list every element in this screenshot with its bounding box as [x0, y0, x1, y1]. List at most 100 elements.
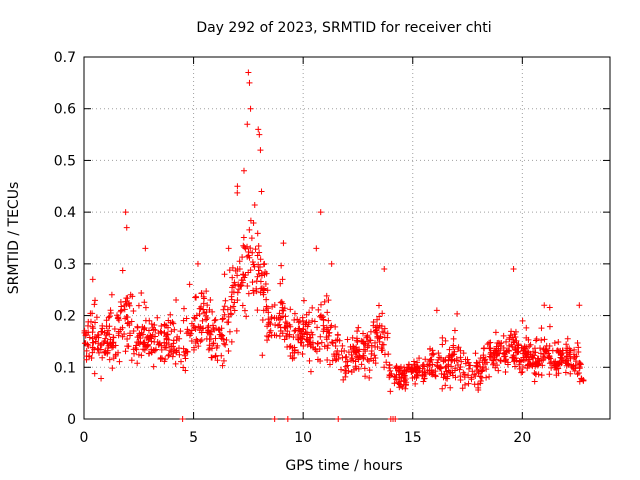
- data-point: [106, 323, 113, 330]
- data-point: [435, 350, 442, 357]
- data-point: [462, 356, 469, 363]
- data-point: [364, 356, 371, 363]
- data-point: [549, 347, 556, 354]
- data-point: [537, 350, 544, 357]
- data-point: [82, 340, 89, 347]
- data-point: [466, 365, 473, 372]
- data-point: [247, 105, 254, 112]
- data-point: [121, 306, 128, 313]
- data-point: [419, 371, 426, 378]
- data-point: [118, 307, 125, 314]
- data-point: [395, 379, 402, 386]
- data-point: [454, 310, 461, 317]
- data-point: [220, 357, 227, 364]
- data-point: [200, 325, 207, 332]
- data-point: [142, 304, 149, 311]
- data-point: [245, 290, 252, 297]
- data-point: [134, 323, 141, 330]
- data-point: [442, 382, 449, 389]
- data-point: [87, 318, 94, 325]
- data-point: [343, 353, 350, 360]
- data-point: [165, 352, 172, 359]
- data-point: [234, 272, 241, 279]
- data-point: [207, 297, 214, 304]
- data-point: [279, 313, 286, 320]
- data-point: [428, 356, 435, 363]
- data-point: [393, 363, 400, 370]
- data-point: [206, 342, 213, 349]
- data-point: [271, 332, 278, 339]
- data-point: [393, 371, 400, 378]
- data-point: [271, 416, 278, 422]
- data-point: [169, 353, 176, 360]
- data-point: [281, 336, 288, 343]
- data-point: [130, 308, 137, 315]
- data-point: [516, 365, 523, 372]
- data-point: [385, 351, 392, 358]
- data-point: [308, 329, 315, 336]
- data-point: [541, 336, 548, 343]
- data-point: [556, 360, 563, 367]
- data-point: [456, 366, 463, 373]
- data-point: [277, 280, 284, 287]
- data-point: [355, 365, 362, 372]
- data-point: [276, 321, 283, 328]
- data-point: [191, 324, 198, 331]
- data-point: [318, 314, 325, 321]
- data-point: [512, 333, 519, 340]
- data-point: [313, 245, 320, 252]
- data-point: [277, 327, 284, 334]
- data-point: [197, 338, 204, 345]
- data-point: [162, 356, 169, 363]
- data-point: [126, 332, 133, 339]
- data-point: [243, 313, 250, 320]
- data-point: [314, 356, 321, 363]
- data-point: [531, 352, 538, 359]
- data-point: [563, 341, 570, 348]
- data-point: [381, 364, 388, 371]
- y-tick-label: 0.6: [54, 102, 76, 118]
- data-point: [529, 363, 536, 370]
- data-point: [495, 367, 502, 374]
- data-point: [304, 331, 311, 338]
- data-point: [317, 209, 324, 216]
- data-point: [92, 319, 99, 326]
- data-point: [392, 416, 399, 422]
- data-point: [203, 288, 210, 295]
- data-point: [374, 316, 381, 323]
- data-point: [260, 261, 267, 268]
- data-point: [412, 380, 419, 387]
- data-point: [151, 347, 158, 354]
- data-point: [188, 327, 195, 334]
- data-point: [280, 307, 287, 314]
- data-point: [339, 342, 346, 349]
- data-point: [314, 324, 321, 331]
- data-point: [122, 348, 129, 355]
- data-point: [235, 286, 242, 293]
- data-point: [198, 290, 205, 297]
- data-point: [421, 363, 428, 370]
- data-point: [446, 369, 453, 376]
- data-point: [235, 281, 242, 288]
- data-point: [299, 333, 306, 340]
- data-point: [161, 322, 168, 329]
- data-point: [254, 252, 261, 259]
- data-point: [191, 315, 198, 322]
- data-point: [246, 79, 253, 86]
- data-point: [249, 259, 256, 266]
- data-point: [368, 355, 375, 362]
- data-point: [128, 318, 135, 325]
- data-point: [112, 342, 119, 349]
- data-point: [186, 332, 193, 339]
- data-point: [94, 345, 101, 352]
- data-point: [430, 351, 437, 358]
- data-point: [420, 378, 427, 385]
- data-point: [342, 373, 349, 380]
- data-point: [202, 313, 209, 320]
- data-point: [291, 327, 298, 334]
- data-point: [376, 335, 383, 342]
- data-point: [444, 375, 451, 382]
- data-point: [291, 310, 298, 317]
- data-point: [208, 354, 215, 361]
